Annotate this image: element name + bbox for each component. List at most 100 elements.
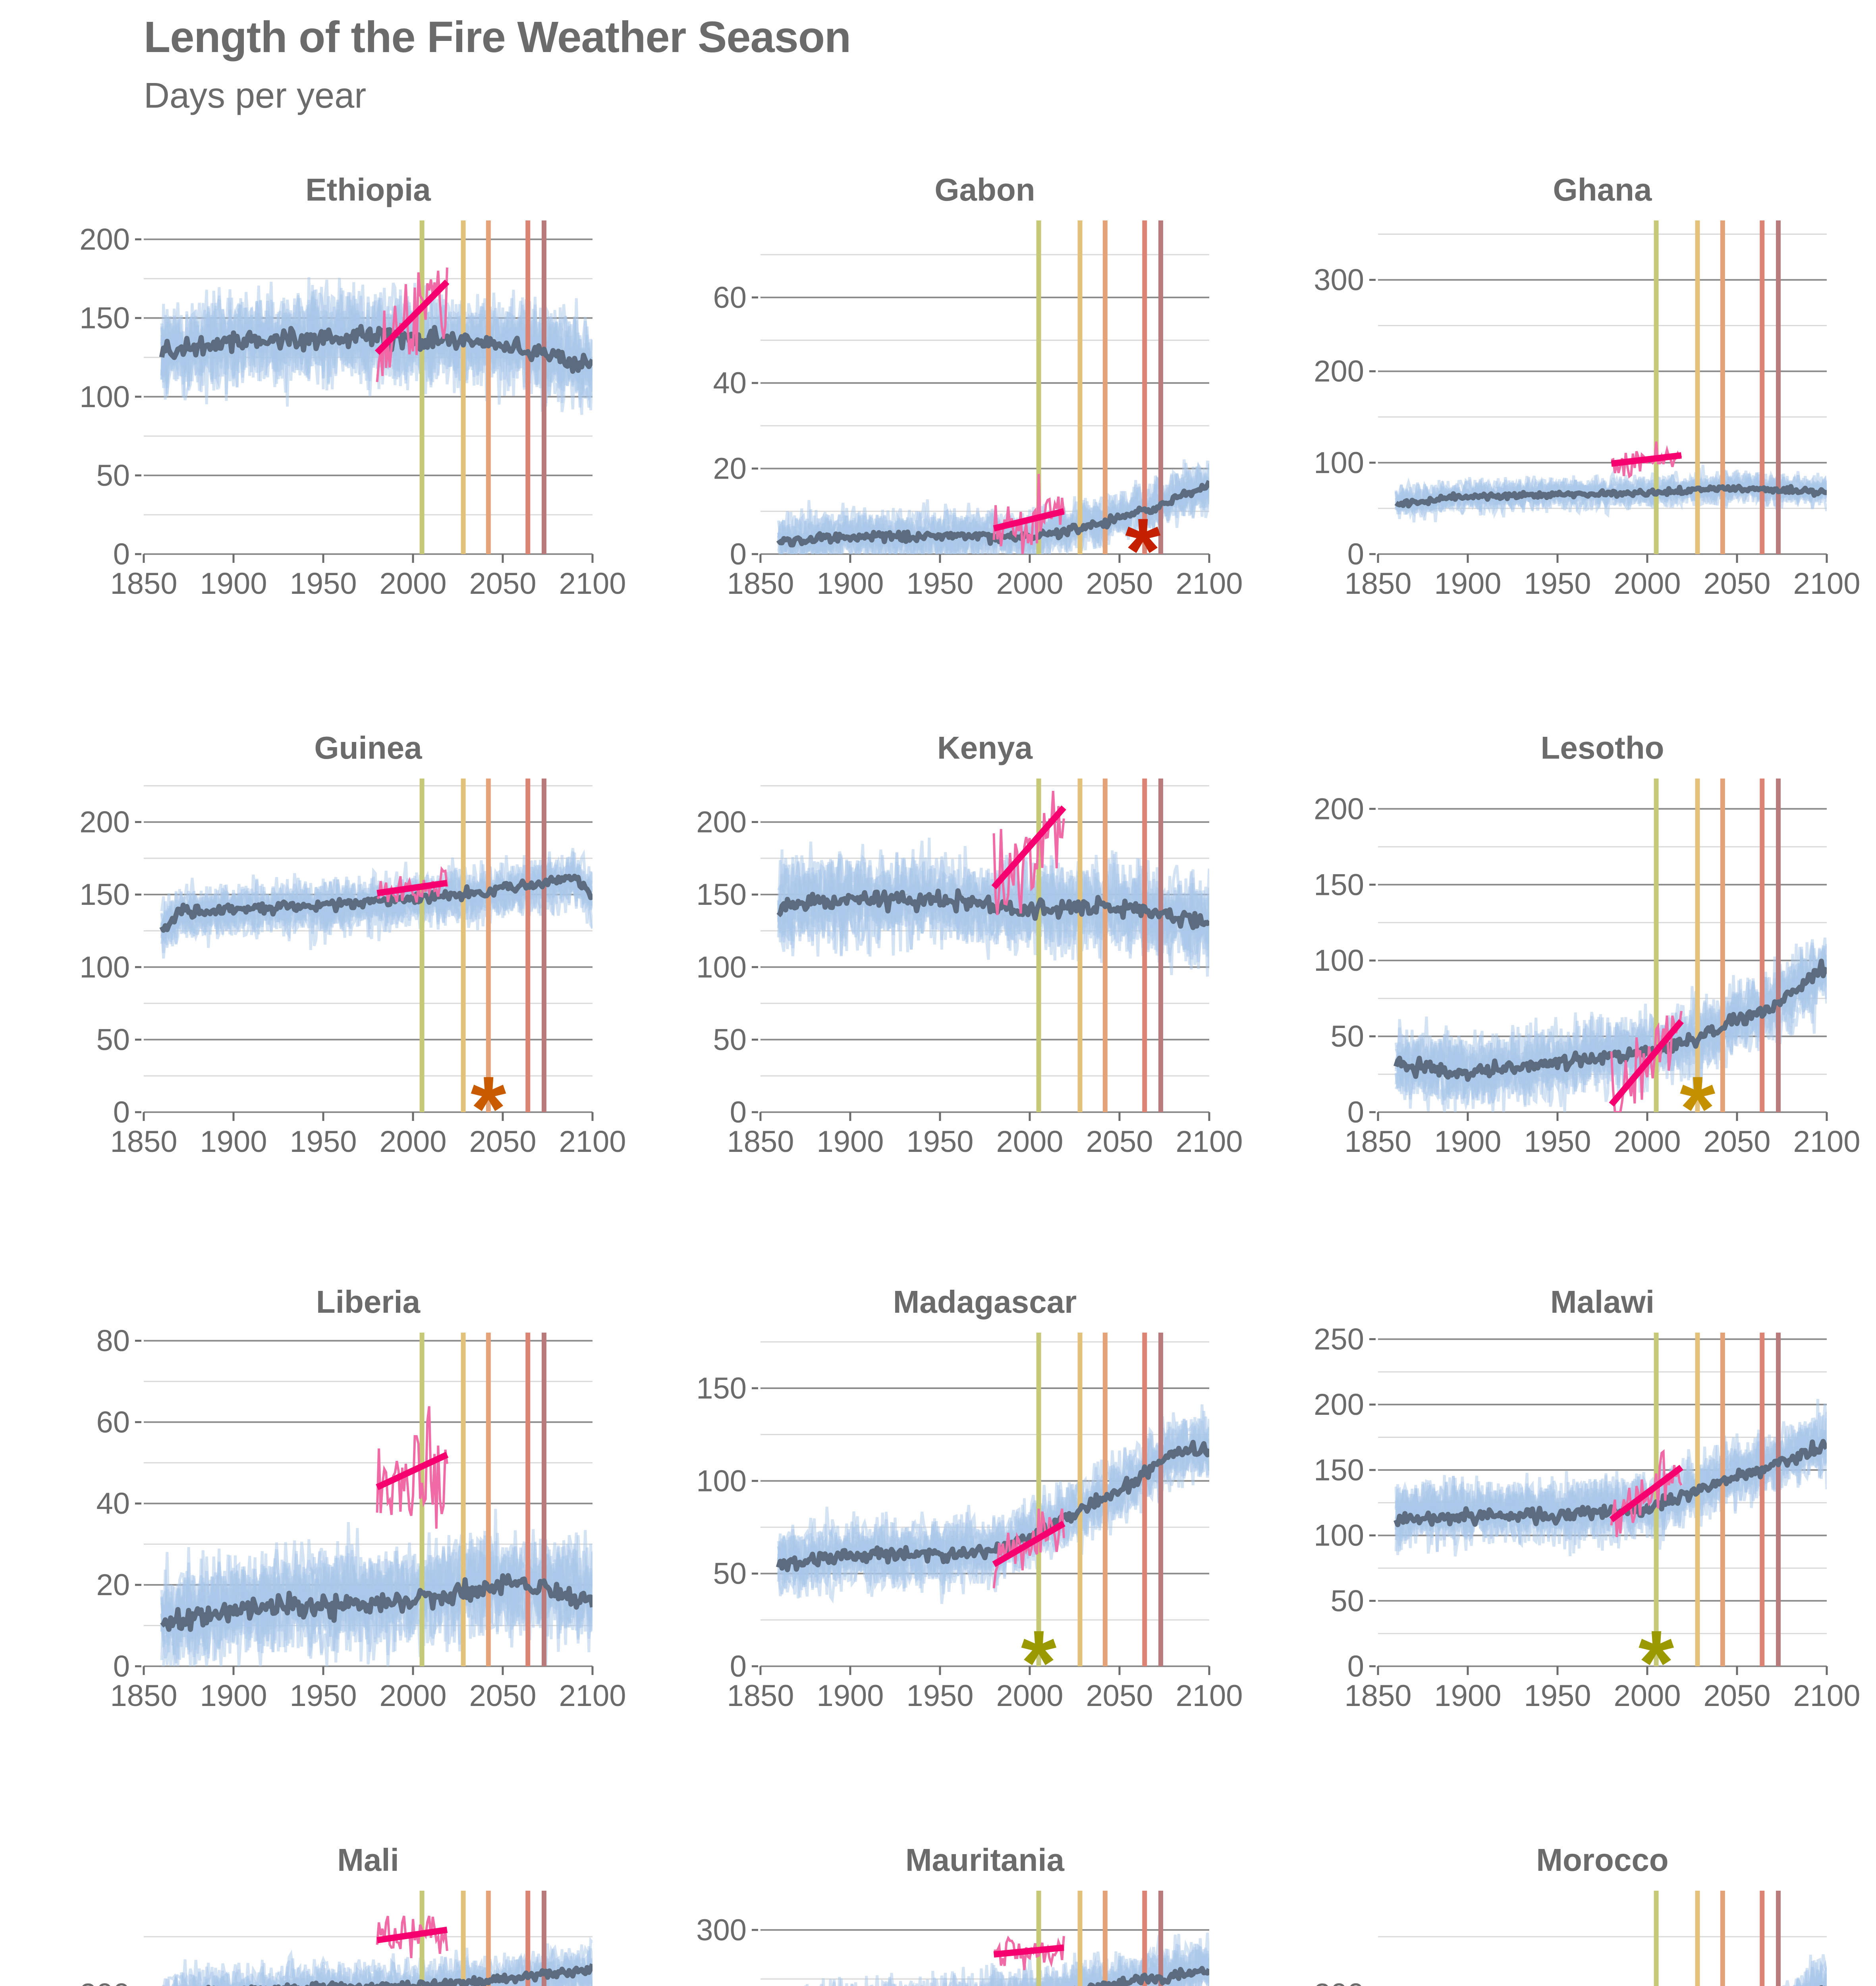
y-tick-label: 200	[1314, 1978, 1364, 1986]
plot-area	[1393, 1333, 1827, 1666]
cmip-model-line	[832, 1951, 1209, 1986]
x-tick-label: 1950	[906, 1125, 973, 1159]
x-tick-label: 2000	[996, 567, 1063, 601]
x-tick-label: 2000	[1614, 567, 1681, 601]
y-tick-label: 0	[1347, 537, 1364, 571]
panel-title: Madagascar	[893, 1284, 1077, 1319]
y-tick-label: 100	[696, 1464, 747, 1498]
x-tick-label: 2100	[1175, 1125, 1243, 1159]
x-tick-label: 2050	[1086, 1679, 1153, 1713]
cmip-average-line	[206, 1963, 593, 1986]
y-tick-label: 150	[1314, 868, 1364, 902]
y-tick-label: 150	[696, 878, 747, 912]
x-tick-label: 1900	[200, 1679, 267, 1713]
panel-title: Ethiopia	[305, 172, 431, 207]
plot-area	[1393, 779, 1827, 1112]
x-tick-label: 1950	[290, 1679, 357, 1713]
y-tick-label: 60	[96, 1405, 130, 1439]
plot-area	[776, 779, 1209, 1112]
x-tick-label: 1900	[816, 1125, 884, 1159]
plot-area	[804, 1891, 1209, 1986]
cmip-average-line	[1393, 1439, 1827, 1527]
plot-area	[776, 220, 1209, 554]
y-tick-label: 250	[1314, 1322, 1364, 1356]
panel-mauritania: Mauritania010020030018501900195020002050…	[696, 1842, 1209, 1986]
x-tick-label: 1950	[1524, 1679, 1591, 1713]
panel-ghana: Ghana 0 100 200 300 1850 1900 1950 2000 2050 2100	[1314, 172, 1860, 601]
panel-lesotho: Lesotho 0 50 100 150 200 1850 1900 1950 2000 2050 2…	[1314, 730, 1860, 1159]
y-tick-label: 50	[713, 1557, 747, 1591]
x-tick-label: 2100	[1793, 567, 1860, 601]
x-tick-label: 2050	[1086, 567, 1153, 601]
asterisk-marker-icon: *	[1021, 1611, 1057, 1714]
y-tick-label: 60	[713, 281, 747, 315]
y-tick-label: 50	[1330, 1584, 1364, 1618]
plot-area	[159, 779, 593, 1112]
y-tick-label: 0	[113, 537, 130, 571]
x-tick-label: 2050	[1703, 1125, 1770, 1159]
y-tick-label: 300	[696, 1913, 747, 1947]
cmip-model-line	[777, 1404, 1209, 1588]
y-tick-label: 200	[1314, 792, 1364, 826]
y-tick-label: 80	[96, 1324, 130, 1358]
y-tick-label: 100	[1314, 446, 1364, 480]
y-tick-label: 0	[730, 537, 747, 571]
plot-area	[162, 1891, 593, 1986]
panel-title: Lesotho	[1540, 730, 1664, 765]
x-tick-label: 1950	[290, 567, 357, 601]
cmip-model-line	[777, 463, 1209, 554]
cmip-average-line	[1394, 483, 1827, 509]
y-tick-label: 200	[1314, 355, 1364, 388]
x-tick-label: 2100	[559, 567, 626, 601]
x-tick-label: 2050	[469, 1679, 536, 1713]
y-tick-label: 100	[79, 950, 130, 984]
x-tick-label: 1850	[110, 1679, 177, 1713]
panel-title: Morocco	[1536, 1842, 1668, 1878]
x-tick-label: 2100	[1793, 1125, 1860, 1159]
x-tick-label: 1850	[727, 567, 794, 601]
x-tick-label: 1850	[727, 1679, 794, 1713]
x-tick-label: 1950	[1524, 567, 1591, 601]
x-tick-label: 1850	[727, 1125, 794, 1159]
y-tick-label: 0	[730, 1650, 747, 1683]
x-tick-label: 1850	[1344, 1125, 1411, 1159]
cmip-model-line	[160, 852, 593, 953]
cmip-model-line	[172, 1946, 593, 1986]
panel-gabon: Gabon 0 20 40 60 1850 1900 1950 2000 2050 2100 *	[713, 172, 1243, 601]
observed-trend-line	[1609, 1464, 1683, 1522]
y-tick-label: 0	[113, 1650, 130, 1683]
panel-title: Guinea	[314, 730, 422, 765]
x-tick-label: 1900	[1434, 1679, 1501, 1713]
x-tick-label: 2050	[1703, 1679, 1770, 1713]
cmip-average-line	[160, 1573, 593, 1632]
panel-ethiopia: Ethiopia 0 50 100 150 200 1850 1900 1950 2000 2050…	[79, 172, 626, 601]
cmip-average-line	[776, 1439, 1209, 1573]
chart-title: Length of the Fire Weather Season	[144, 13, 851, 62]
y-tick-label: 50	[1330, 1020, 1364, 1053]
plot-area	[160, 1333, 593, 1666]
observed-trend-line	[993, 1944, 1064, 1958]
x-tick-label: 1850	[1344, 567, 1411, 601]
panel-malawi: Malawi 0 50 100 150 200 250 1850 1900 1950 2000 205…	[1314, 1284, 1860, 1714]
panel-liberia: Liberia 0 20 40 60 80 1850 1900 1950 2000 2050 2100	[96, 1284, 626, 1713]
panel-title: Gabon	[934, 172, 1035, 207]
panel-title: Malawi	[1550, 1284, 1654, 1319]
observed-raw-line	[376, 267, 448, 383]
y-tick-label: 100	[1314, 1519, 1364, 1553]
x-tick-label: 1900	[200, 567, 267, 601]
y-tick-label: 0	[1347, 1095, 1364, 1129]
observed-trend-line	[991, 805, 1066, 890]
y-tick-label: 50	[713, 1023, 747, 1057]
y-tick-label: 20	[96, 1568, 130, 1602]
y-tick-label: 150	[79, 878, 130, 912]
cmip-model-line	[839, 1943, 1209, 1986]
asterisk-marker-icon: *	[1125, 499, 1161, 601]
panel-morocco: Morocco0100200185019001950200020502100*	[1314, 1842, 1827, 1986]
observed-trend-line	[992, 1520, 1065, 1567]
observed-trend-line	[1609, 1019, 1684, 1107]
x-tick-label: 2000	[1614, 1125, 1681, 1159]
y-tick-label: 0	[730, 1095, 747, 1129]
x-tick-label: 2000	[379, 1125, 446, 1159]
panel-title: Ghana	[1553, 172, 1652, 207]
